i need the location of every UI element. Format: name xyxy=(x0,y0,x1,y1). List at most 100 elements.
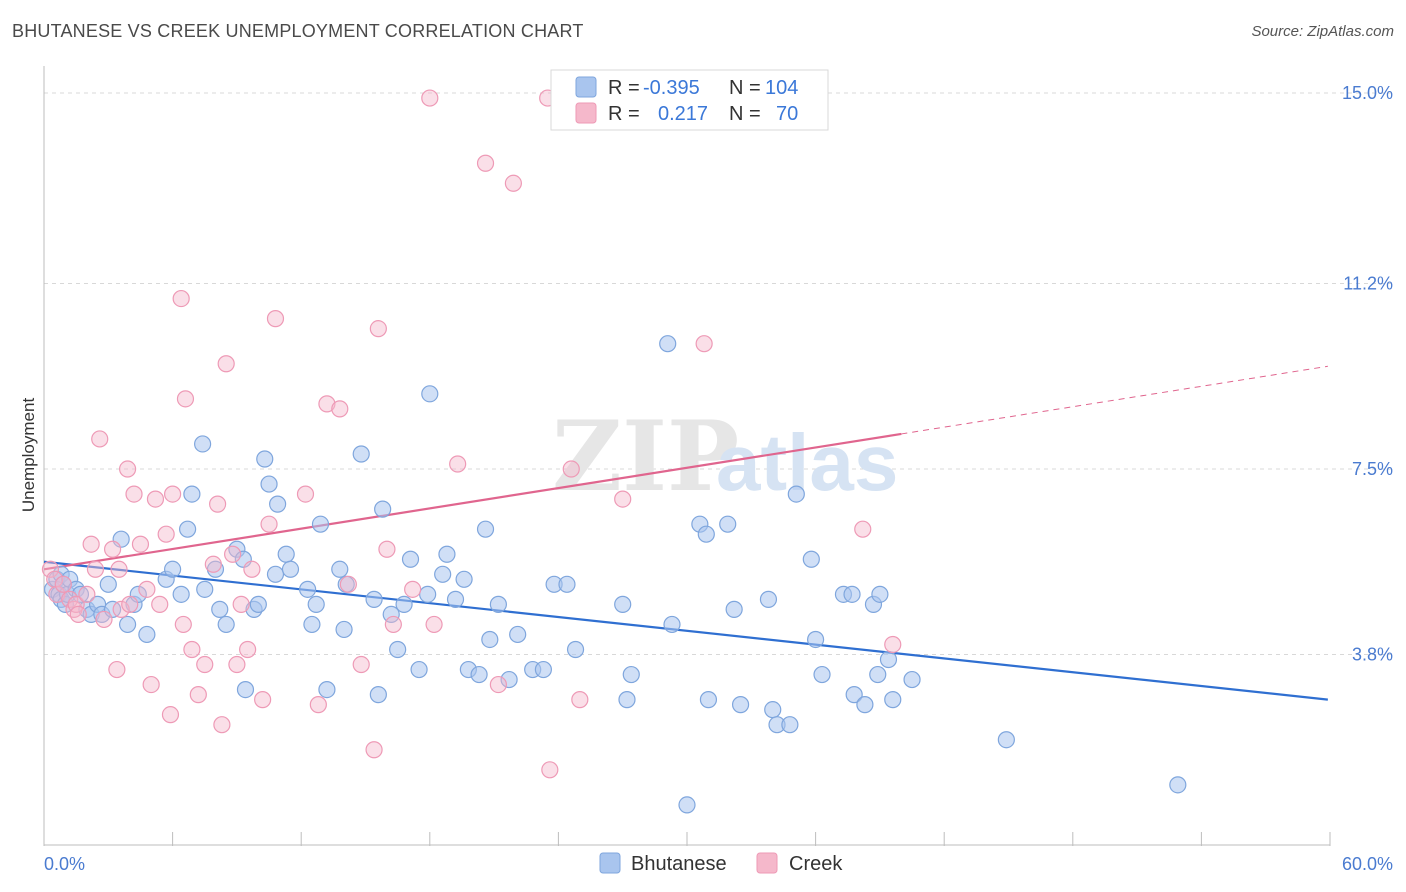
creek-point xyxy=(404,580,422,598)
bhutanese-point xyxy=(678,796,696,814)
creek-point xyxy=(217,355,235,373)
creek-point xyxy=(489,675,507,694)
creek-point xyxy=(425,615,443,634)
bhutanese-trend-line xyxy=(43,560,1328,701)
creek-trend-extension xyxy=(901,365,1328,435)
bhutanese-point xyxy=(764,701,782,719)
creek-point xyxy=(449,455,467,473)
creek-point xyxy=(228,655,246,674)
bhutanese-point xyxy=(99,575,117,593)
creek-point xyxy=(142,675,160,694)
bhutanese-point xyxy=(335,620,353,639)
bhutanese-point xyxy=(138,625,156,644)
creek-point xyxy=(854,520,872,538)
y-tick-labels: 3.8% 7.5% 11.2% 15.0% xyxy=(1342,83,1393,664)
bhutanese-point xyxy=(903,670,921,689)
bhutanese-point xyxy=(318,680,336,699)
creek-point xyxy=(151,595,169,613)
creek-point xyxy=(86,560,105,578)
bhutanese-point xyxy=(434,565,452,583)
creek-points xyxy=(41,89,902,779)
creek-point xyxy=(172,289,190,308)
creek-point xyxy=(541,761,559,779)
bhutanese-point xyxy=(659,335,677,353)
bhutanese-point xyxy=(455,570,473,588)
creek-point xyxy=(352,655,370,674)
creek-point xyxy=(562,460,580,478)
creek-point xyxy=(884,635,902,654)
legend-top-box xyxy=(550,69,829,131)
legend-swatch-bhutanese xyxy=(575,76,597,98)
creek-point xyxy=(91,430,109,448)
bhutanese-point xyxy=(997,731,1015,749)
creek-point xyxy=(365,741,383,759)
x-tick-label-min: 0.0% xyxy=(44,854,85,874)
creek-point xyxy=(157,525,175,543)
bhutanese-point xyxy=(389,640,407,659)
bhutanese-point xyxy=(759,590,778,608)
creek-point xyxy=(254,691,272,709)
creek-point xyxy=(110,560,128,578)
bhutanese-point xyxy=(179,520,197,538)
creek-point xyxy=(138,580,156,598)
bhutanese-point xyxy=(787,485,805,503)
bhutanese-point xyxy=(566,640,585,659)
bhutanese-point xyxy=(500,670,518,689)
bhutanese-point xyxy=(260,475,278,493)
legend-n-value-bhutanese: 104 xyxy=(765,77,798,99)
bhutanese-point xyxy=(622,665,640,684)
bhutanese-point xyxy=(307,595,325,613)
bhutanese-point xyxy=(299,580,317,598)
creek-point xyxy=(146,490,165,508)
creek-point xyxy=(614,490,632,508)
creek-point xyxy=(243,560,261,578)
creek-point xyxy=(103,540,122,558)
bhutanese-point xyxy=(382,605,400,624)
creek-point xyxy=(121,595,139,613)
creek-point xyxy=(239,640,257,659)
bhutanese-point xyxy=(331,560,349,578)
creek-point xyxy=(164,485,182,503)
bhutanese-point xyxy=(614,595,632,613)
creek-point xyxy=(46,570,64,588)
trend-lines xyxy=(43,365,1328,701)
chart-source: Source: ZipAtlas.com xyxy=(1251,23,1394,40)
creek-point xyxy=(318,395,336,413)
y-tick-label: 11.2% xyxy=(1343,274,1393,294)
creek-point xyxy=(174,615,192,634)
bhutanese-point xyxy=(277,545,295,563)
bhutanese-point xyxy=(196,580,214,598)
bhutanese-point xyxy=(509,625,527,644)
bhutanese-point xyxy=(663,615,681,634)
legend-r-label-creek: R = xyxy=(608,103,640,125)
creek-point xyxy=(41,560,60,578)
bhutanese-point xyxy=(534,660,552,679)
creek-point xyxy=(82,535,100,553)
bhutanese-point xyxy=(164,560,182,578)
bhutanese-point xyxy=(365,590,383,608)
bhutanese-point xyxy=(410,660,428,679)
creek-point xyxy=(48,585,66,603)
bhutanese-point xyxy=(813,665,831,684)
bhutanese-point xyxy=(281,560,300,578)
bhutanese-point xyxy=(438,545,456,563)
bhutanese-point xyxy=(781,716,799,734)
legend-bottom-swatch-bhutanese xyxy=(599,852,621,874)
bhutanese-point xyxy=(869,665,887,684)
bhutanese-point xyxy=(856,696,874,714)
creek-point xyxy=(260,515,278,533)
creek-trend-line xyxy=(43,432,902,571)
creek-point xyxy=(266,310,285,328)
bhutanese-point xyxy=(71,585,90,603)
creek-point xyxy=(161,706,180,724)
creek-point xyxy=(331,400,349,418)
creek-point xyxy=(125,485,143,503)
y-axis-title: Unemployment xyxy=(19,398,38,513)
creek-point xyxy=(213,716,231,734)
bhutanese-point xyxy=(481,630,499,649)
bhutanese-point xyxy=(419,585,437,603)
bhutanese-point xyxy=(236,680,255,699)
bhutanese-point xyxy=(401,550,420,568)
bhutanese-point xyxy=(369,686,387,704)
